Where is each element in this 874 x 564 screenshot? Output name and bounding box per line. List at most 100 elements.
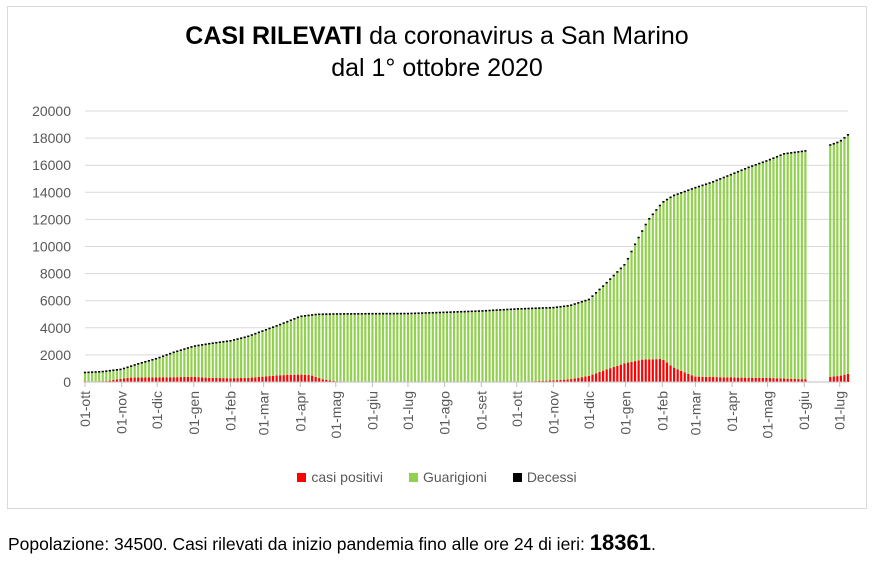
bar-decessi <box>342 313 346 315</box>
bar-decessi <box>243 336 246 339</box>
bar-casi-positivi <box>783 378 786 382</box>
bar-guarigioni <box>261 331 264 377</box>
bar-decessi <box>633 243 637 246</box>
y-tick-label: 20000 <box>32 103 71 119</box>
bar-guarigioni <box>712 182 715 378</box>
bar-decessi <box>346 313 349 315</box>
bar-decessi <box>701 184 704 187</box>
bar-guarigioni <box>704 185 708 377</box>
bar-decessi <box>609 278 612 280</box>
bar-guarigioni <box>591 296 594 375</box>
bar-guarigioni <box>98 372 101 382</box>
bar-guarigioni <box>690 189 693 376</box>
bar-guarigioni <box>91 372 94 382</box>
axis-layer: 0 2000 4000 6000 8000 10000 12000 14000 16000 180… <box>32 103 848 438</box>
bar-casi-positivi <box>644 359 647 382</box>
bar-guarigioni <box>694 188 697 377</box>
bar-decessi <box>158 356 161 359</box>
bar-guarigioni <box>651 215 654 360</box>
bar-guarigioni <box>829 145 832 377</box>
bar-casi-positivi <box>176 377 179 382</box>
bar-decessi <box>843 136 846 139</box>
bar-guarigioni <box>488 311 491 382</box>
bar-decessi <box>484 309 488 312</box>
bar-decessi <box>587 298 591 301</box>
bar-decessi <box>492 309 495 312</box>
bar-decessi <box>374 312 378 315</box>
bar-guarigioni <box>119 370 122 379</box>
bar-casi-positivi <box>836 376 839 382</box>
bar-casi-positivi <box>846 373 850 382</box>
bar-guarigioni <box>268 329 271 377</box>
bar-decessi <box>527 307 530 310</box>
bar-guarigioni <box>754 165 757 378</box>
bar-decessi <box>566 305 569 307</box>
bar-casi-positivi <box>236 378 239 382</box>
bar-decessi <box>318 313 321 316</box>
bar-guarigioni <box>428 313 431 382</box>
bar-casi-positivi <box>261 376 264 382</box>
bar-decessi <box>452 311 456 313</box>
bar-decessi <box>87 371 90 374</box>
bar-guarigioni <box>594 293 598 374</box>
bar-casi-positivi <box>800 379 803 382</box>
x-tick-label: 01-dic <box>581 391 597 429</box>
bar-guarigioni <box>765 161 768 378</box>
bar-decessi <box>829 144 832 146</box>
bar-decessi <box>417 312 420 315</box>
bar-decessi <box>775 155 779 158</box>
bar-casi-positivi <box>715 377 718 382</box>
bar-casi-positivi <box>275 375 278 382</box>
bar-decessi <box>144 361 147 363</box>
bar-decessi <box>279 323 282 326</box>
bar-guarigioni <box>562 307 566 380</box>
bar-decessi <box>797 151 800 153</box>
bar-guarigioni <box>378 314 381 382</box>
bar-decessi <box>509 308 512 311</box>
bar-guarigioni <box>612 276 615 368</box>
bar-decessi <box>410 312 413 315</box>
bar-decessi <box>562 305 566 308</box>
bar-decessi <box>751 165 754 167</box>
bar-guarigioni <box>626 259 630 363</box>
bar-decessi <box>534 307 537 310</box>
bar-decessi <box>353 313 356 315</box>
bar-casi-positivi <box>240 378 243 382</box>
bar-casi-positivi <box>318 378 321 382</box>
bar-guarigioni <box>477 311 481 382</box>
bar-decessi <box>392 312 395 315</box>
bar-casi-positivi <box>548 380 551 382</box>
bar-decessi <box>683 190 686 193</box>
bar-guarigioni <box>335 314 339 382</box>
bar-casi-positivi <box>211 377 214 382</box>
bar-decessi <box>754 164 757 166</box>
x-tick-label: 01-mar <box>687 391 703 436</box>
bar-guarigioni <box>605 283 608 370</box>
bar-decessi <box>197 344 200 347</box>
bar-casi-positivi <box>843 374 846 382</box>
bar-casi-positivi <box>623 363 626 382</box>
bar-guarigioni <box>318 315 321 379</box>
bar-guarigioni <box>452 312 456 382</box>
bar-guarigioni <box>676 194 679 370</box>
bar-decessi <box>413 312 417 315</box>
bar-casi-positivi <box>605 369 608 382</box>
bar-decessi <box>747 166 750 169</box>
bar-guarigioni <box>144 362 147 378</box>
bar-guarigioni <box>790 153 793 379</box>
bar-guarigioni <box>843 138 846 375</box>
bar-guarigioni <box>293 319 296 375</box>
bar-guarigioni <box>158 358 161 378</box>
bar-decessi <box>137 363 140 365</box>
y-tick-label: 0 <box>63 374 71 390</box>
x-tick-label: 01-nov <box>114 391 130 434</box>
bar-casi-positivi <box>712 377 715 382</box>
bar-decessi <box>573 303 576 305</box>
bar-guarigioni <box>751 166 754 378</box>
bar-decessi <box>637 236 640 239</box>
bar-guarigioni <box>548 308 551 381</box>
bar-guarigioni <box>357 314 360 382</box>
bar-casi-positivi <box>300 374 303 382</box>
bar-decessi <box>275 325 278 327</box>
